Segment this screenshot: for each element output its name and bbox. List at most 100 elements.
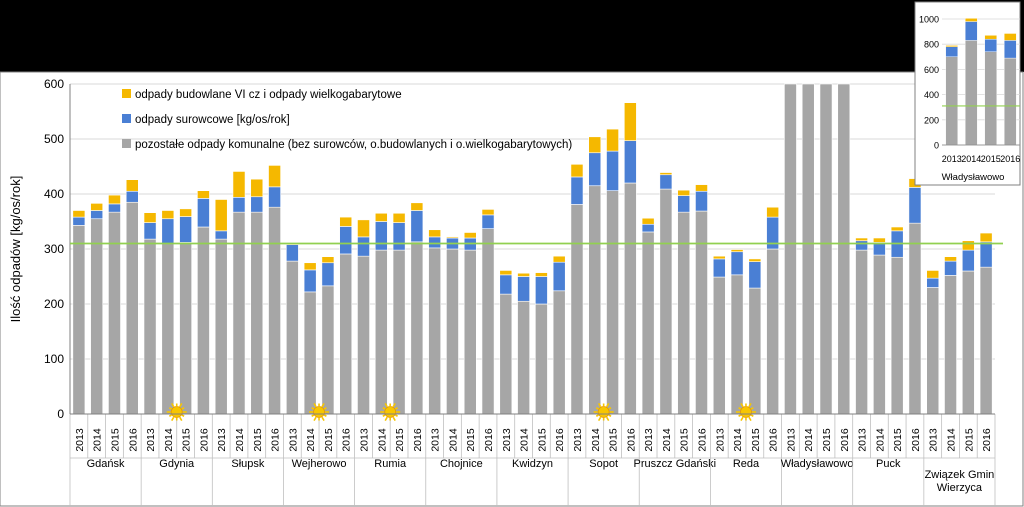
inset-bar-segment-bulky-construction (965, 18, 978, 22)
chart-area-border (0, 71, 1024, 507)
bar-segment-recyclables (90, 210, 104, 220)
sun-marker-icon (309, 402, 330, 422)
bar-segment-recyclables (695, 190, 708, 212)
x-tick-year-label: 2015 (109, 428, 121, 452)
sun-ray (181, 414, 185, 417)
x-tick-year-label: 2016 (625, 428, 637, 452)
x-tick-year-label: 2016 (839, 428, 851, 452)
sun-ray (608, 407, 612, 410)
x-tick-year-label: 2014 (874, 428, 886, 452)
bar-segment-recyclables (232, 197, 246, 213)
legend-swatch (122, 114, 131, 123)
x-group-label: Puck (876, 458, 901, 470)
sun-ray (321, 416, 325, 422)
bar-segment-other-waste (712, 276, 726, 415)
x-tick-year-label: 2016 (198, 428, 210, 452)
bar-segment-recyclables (588, 152, 602, 187)
bar-segment-other-waste (321, 285, 335, 415)
y-tick-label: 600 (44, 77, 64, 91)
bar-segment-recyclables (979, 241, 993, 268)
bar-segment-recyclables (499, 274, 513, 295)
bar-segment-recyclables (730, 251, 744, 276)
bar-segment-other-waste (214, 238, 228, 415)
bar-segment-recyclables (321, 262, 335, 287)
bar-segment-other-waste (410, 241, 424, 415)
inset-y-tick-label: 0 (934, 141, 939, 151)
sun-core (313, 406, 325, 418)
bar-segment-recyclables (677, 195, 691, 213)
sun-ray (168, 414, 172, 417)
bar-segment-bulky-construction (730, 249, 744, 253)
bar-segment-recyclables (268, 186, 281, 208)
x-tick-year-label: 2014 (92, 428, 104, 452)
x-tick-year-label: 2016 (412, 428, 424, 452)
bar-segment-bulky-construction (695, 184, 708, 192)
sun-ray (382, 407, 386, 410)
x-tick-year-label: 2014 (376, 428, 388, 452)
x-tick-year-label: 2014 (732, 428, 744, 452)
bar-segment-other-waste (374, 249, 388, 415)
bar-segment-bulky-construction (641, 217, 655, 225)
legend-swatch (122, 139, 131, 148)
x-tick-year-label: 2015 (252, 428, 264, 452)
bar-segment-bulky-construction (250, 178, 264, 198)
sun-ray (750, 414, 754, 417)
sun-core (740, 406, 752, 418)
inset-y-tick-label: 1000 (919, 15, 939, 25)
sun-ray (595, 407, 599, 410)
sun-ray (311, 407, 315, 410)
sun-ray (750, 407, 754, 410)
x-tick-year-label: 2013 (785, 428, 797, 452)
sun-ray (394, 414, 398, 417)
x-group-label: Sopot (589, 458, 618, 470)
bar-segment-bulky-construction (214, 199, 228, 232)
sun-ray (392, 416, 396, 422)
x-tick-year-label: 2014 (661, 428, 673, 452)
bar-segment-other-waste (961, 270, 975, 415)
y-tick-label: 400 (44, 187, 64, 201)
bar-segment-bulky-construction (321, 256, 335, 264)
x-tick-year-label: 2016 (696, 428, 708, 452)
bar-segment-recyclables (410, 210, 424, 243)
bar-segment-other-waste (197, 226, 210, 415)
sun-core (384, 406, 397, 418)
bar-segment-other-waste (446, 248, 459, 415)
sun-ray (740, 402, 744, 408)
x-group-label: Wejherowo (292, 458, 347, 470)
bar-segment-bulky-construction (712, 255, 726, 260)
bar-segment-recyclables (944, 260, 957, 276)
x-tick-year-label: 2014 (946, 428, 958, 452)
bar-segment-recyclables (339, 226, 353, 255)
x-group-label: Kwidzyn (512, 458, 553, 470)
y-tick-label: 0 (57, 407, 64, 421)
x-tick-year-label: 2016 (981, 428, 993, 452)
y-tick-label: 100 (44, 352, 64, 366)
bar-segment-other-waste (641, 231, 655, 415)
inset-bar-segment-other-waste (965, 40, 978, 146)
bar-segment-recyclables (961, 249, 975, 272)
x-tick-year-label: 2014 (519, 428, 531, 452)
bar-segment-other-waste (570, 204, 584, 415)
sun-ray (168, 407, 172, 410)
inset-bar-segment-other-waste (984, 51, 997, 146)
x-group-label: Gdańsk (87, 458, 125, 470)
sun-ray (738, 414, 742, 417)
bar-segment-recyclables (926, 277, 940, 288)
inset-bar-segment-recyclables (1004, 40, 1017, 59)
bar-segment-bulky-construction (481, 209, 495, 216)
bar-segment-other-waste (908, 222, 922, 415)
bar-segment-bulky-construction (357, 219, 370, 238)
sun-ray (394, 407, 398, 410)
bar-segment-recyclables (197, 198, 210, 228)
bar-segment-recyclables (641, 223, 655, 233)
sun-ray (382, 414, 386, 417)
bar-segment-bulky-construction (552, 255, 566, 263)
bar-segment-bulky-construction (303, 262, 317, 271)
sun-core (170, 406, 183, 418)
x-group-label: Słupsk (231, 458, 265, 470)
inset-y-tick-label: 400 (924, 90, 939, 100)
bar-segment-recyclables (535, 276, 548, 305)
bar-segment-bulky-construction (979, 232, 993, 243)
bar-segment-other-waste (748, 287, 762, 415)
x-group-label: Rumia (374, 458, 407, 470)
